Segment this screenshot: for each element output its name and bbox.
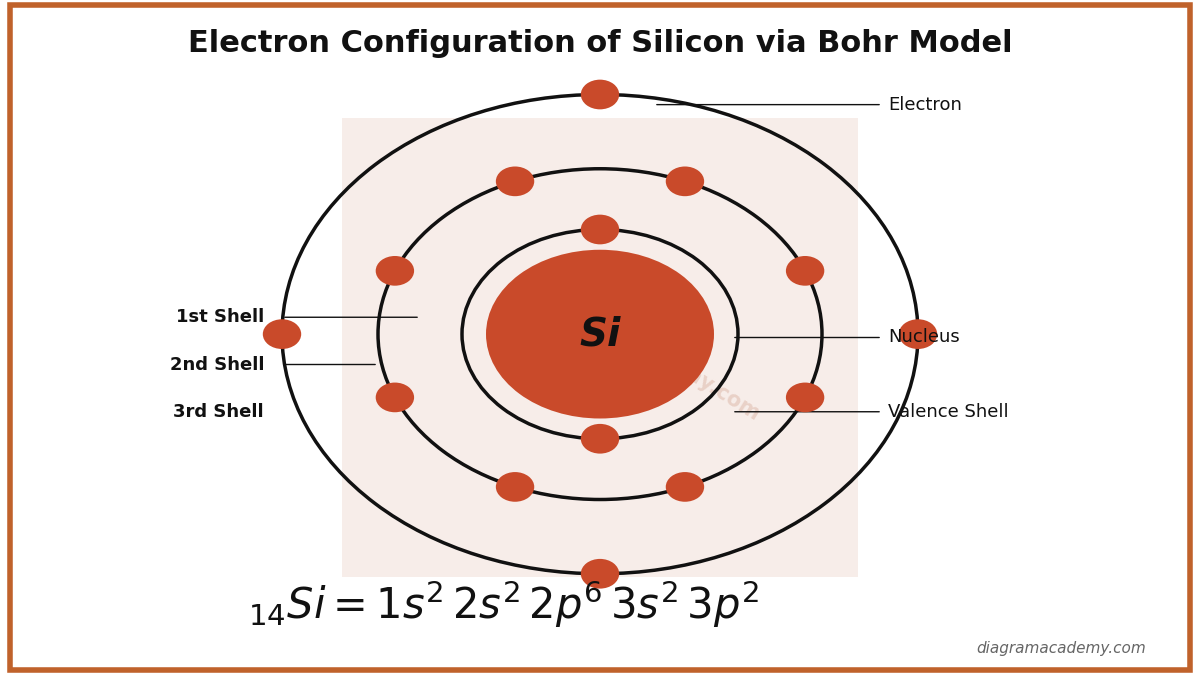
Ellipse shape [581, 80, 619, 109]
Text: diagramacademy.com: diagramacademy.com [977, 641, 1146, 656]
Ellipse shape [786, 256, 824, 286]
Ellipse shape [666, 472, 704, 502]
Ellipse shape [899, 319, 937, 349]
Ellipse shape [581, 559, 619, 589]
Text: Diagramacademy.com: Diagramacademy.com [533, 271, 763, 425]
Ellipse shape [486, 250, 714, 418]
Text: Electron: Electron [888, 96, 962, 113]
Text: Si: Si [580, 315, 620, 353]
Text: 1st Shell: 1st Shell [175, 308, 264, 326]
Ellipse shape [376, 256, 414, 286]
Text: 3rd Shell: 3rd Shell [173, 403, 264, 421]
Text: 2nd Shell: 2nd Shell [169, 356, 264, 373]
Ellipse shape [376, 383, 414, 412]
Text: Nucleus: Nucleus [888, 329, 960, 346]
Ellipse shape [496, 472, 534, 502]
Bar [342, 118, 858, 577]
Ellipse shape [496, 167, 534, 196]
Text: Valence Shell: Valence Shell [888, 403, 1009, 421]
Ellipse shape [263, 319, 301, 349]
Ellipse shape [581, 424, 619, 454]
Text: $_{\mathregular{14}}Si = 1s^{\mathregular{2}}\,2s^{\mathregular{2}}\,2p^{\mathre: $_{\mathregular{14}}Si = 1s^{\mathregula… [248, 578, 760, 630]
Ellipse shape [786, 383, 824, 412]
Text: Electron Configuration of Silicon via Bohr Model: Electron Configuration of Silicon via Bo… [187, 30, 1013, 58]
Ellipse shape [581, 215, 619, 244]
Ellipse shape [666, 167, 704, 196]
